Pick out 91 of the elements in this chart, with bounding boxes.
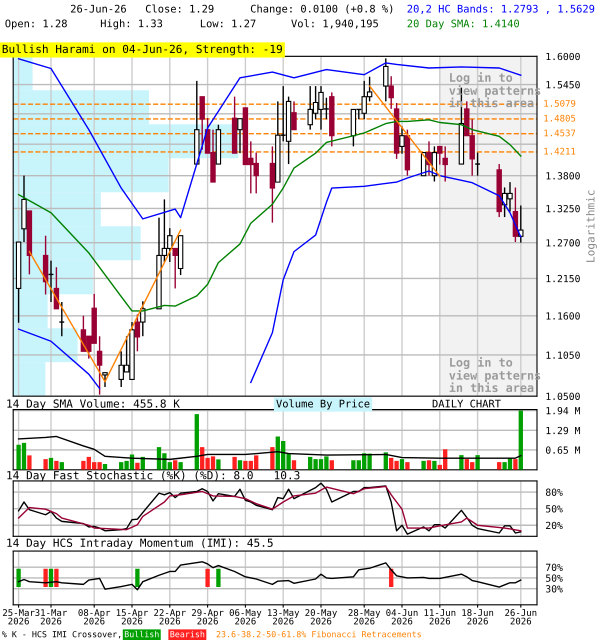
candlestick bbox=[172, 248, 178, 290]
line-series bbox=[18, 436, 522, 460]
y-tick-label: 1.2700 bbox=[546, 239, 580, 247]
x-tick-label: 31-Mar 2026 bbox=[35, 609, 67, 624]
bar bbox=[497, 462, 502, 470]
text: DAILY CHART bbox=[432, 400, 501, 408]
y-tick-label: 1.94 M bbox=[546, 407, 580, 414]
x-tick-label: 06-May 2026 bbox=[230, 609, 262, 624]
x-tick-label: 11-Jun 2026 bbox=[424, 609, 456, 624]
ref-line-label: 1.4211 bbox=[544, 148, 576, 154]
bar bbox=[400, 459, 404, 470]
text: Bullish bbox=[124, 630, 159, 638]
x-tick-label: 04-Jun 2026 bbox=[386, 609, 418, 624]
x-tick-label: 08-Apr 2026 bbox=[78, 609, 110, 624]
ref-line-label: 1.5079 bbox=[544, 100, 576, 107]
bar bbox=[421, 460, 426, 470]
chart-title: 14 Day SMA Volume: 455.8 K bbox=[7, 399, 180, 410]
text: 20,2 HC Bands: 1.2793 , 1.5629 bbox=[408, 4, 594, 14]
line-series bbox=[18, 561, 522, 590]
text: Low: 1.27 bbox=[200, 19, 256, 28]
bar bbox=[270, 447, 275, 470]
y-tick-label: 1.29 M bbox=[546, 426, 580, 434]
candlestick bbox=[388, 76, 394, 110]
candlestick bbox=[291, 100, 297, 130]
text: 20 Day SMA: 1.4140 bbox=[408, 19, 520, 30]
candlestick bbox=[437, 146, 443, 166]
y-tick-label: 20% bbox=[546, 522, 563, 530]
candlestick bbox=[237, 118, 243, 154]
candlestick bbox=[442, 146, 448, 182]
bar bbox=[135, 462, 140, 470]
chart-title: Bullish Harami on 04-Jun-26, Strength: -19 bbox=[2, 44, 282, 56]
candlestick bbox=[96, 336, 102, 396]
text: % K - HCS IMI Crossover, bbox=[2, 631, 120, 638]
x-tick-label: 18-Jun 2026 bbox=[462, 609, 494, 624]
y-tick-label: 1.3800 bbox=[546, 172, 580, 180]
bar bbox=[232, 456, 237, 470]
bar bbox=[54, 460, 59, 470]
x-tick-label: 22-Apr 2026 bbox=[154, 609, 186, 624]
text: Volume By Price bbox=[276, 399, 370, 410]
x-tick-label: 28-May 2026 bbox=[348, 609, 380, 624]
bar bbox=[140, 456, 145, 470]
text: Close: 1.29 bbox=[146, 4, 214, 13]
bar bbox=[405, 462, 410, 470]
bar bbox=[194, 414, 199, 470]
y-tick-label: 1.6000 bbox=[546, 52, 580, 60]
x-tick-label: 25-Mar 2026 bbox=[2, 609, 35, 624]
y-axis-title: Logarithmic bbox=[586, 190, 597, 262]
x-tick-label: 29-Apr 2026 bbox=[192, 609, 224, 624]
y-tick-label: 1.5450 bbox=[546, 81, 580, 88]
text: Open: 1.28 bbox=[5, 19, 67, 30]
bar bbox=[43, 459, 48, 470]
y-tick-label: 30% bbox=[546, 585, 563, 593]
candlestick bbox=[48, 260, 54, 303]
y-tick-label: 1.3250 bbox=[546, 204, 580, 212]
bar bbox=[384, 452, 388, 470]
x-tick-label: 15-Apr 2026 bbox=[116, 609, 148, 624]
ref-line-label: 1.4537 bbox=[544, 130, 576, 136]
bar bbox=[27, 455, 32, 470]
candlestick bbox=[134, 314, 140, 352]
x-tick-label: 20-May 2026 bbox=[305, 609, 337, 624]
bar bbox=[178, 462, 183, 470]
text: Change: 0.0100 (+0.8 %) bbox=[250, 4, 392, 15]
y-tick-label: 80% bbox=[546, 488, 563, 496]
y-tick-label: 0.65 M bbox=[546, 446, 580, 454]
x-tick-label: 26-Jun 2026 bbox=[505, 609, 536, 624]
y-tick-label: 70% bbox=[546, 564, 563, 572]
y-tick-label: 1.1050 bbox=[546, 351, 580, 359]
text: Bearish bbox=[170, 630, 204, 638]
bar bbox=[513, 459, 518, 470]
bar bbox=[330, 460, 334, 470]
text: Vol: 1,940,195 bbox=[291, 19, 378, 29]
candlestick bbox=[58, 301, 65, 337]
y-tick-label: 50% bbox=[546, 505, 563, 512]
bar bbox=[432, 460, 437, 470]
y-tick-label: 50% bbox=[546, 574, 563, 582]
ref-line-label: 1.4805 bbox=[544, 114, 576, 122]
candlestick bbox=[399, 126, 405, 154]
candlestick bbox=[199, 96, 205, 150]
chart-title: 14 Day Fast Stochastic (%K) (%D): 8.0 10.3 bbox=[7, 470, 300, 482]
bar bbox=[216, 459, 221, 470]
x-tick-label: 13-May 2026 bbox=[268, 609, 300, 624]
bar bbox=[173, 460, 178, 470]
text: 23.6-38.2-50-61.8% Fibonacci Retracements bbox=[216, 630, 421, 638]
chart-title: 14 Day HCS Intraday Momentum (IMI): 45.5 bbox=[7, 538, 273, 550]
y-tick-label: 1.0500 bbox=[546, 392, 580, 400]
y-tick-label: 1.1600 bbox=[546, 312, 580, 320]
bar bbox=[60, 462, 64, 470]
candlestick bbox=[102, 372, 108, 388]
y-tick-label: 1.2150 bbox=[546, 274, 580, 282]
text: 26-Jun-26 bbox=[70, 4, 126, 13]
text: High: 1.33 bbox=[100, 19, 162, 30]
